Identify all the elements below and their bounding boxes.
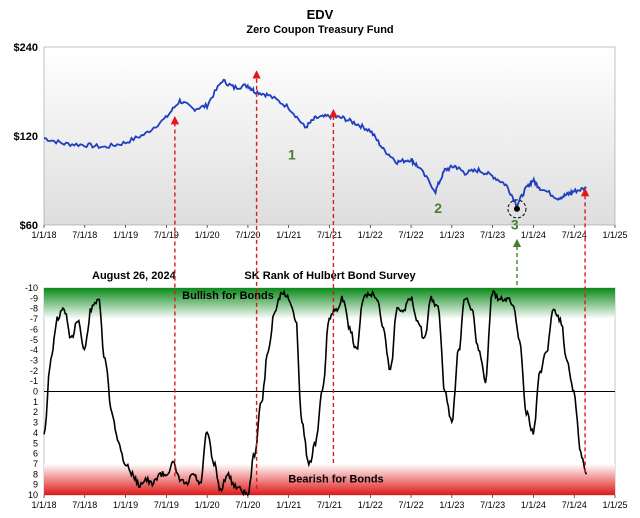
bottom-y-tick-label: -2 [30,366,38,376]
bottom-y-tick-label: -9 [30,293,38,303]
top-plot-area [43,46,616,226]
bottom-y-tick-label: 7 [33,459,38,469]
bottom-y-tick-label: 5 [33,438,38,448]
x-tick-label: 7/1/22 [399,230,424,240]
x-tick-label: 7/1/19 [154,230,179,240]
bullish-zone-label: Bullish for Bonds [182,290,274,302]
x-tick-label: 1/1/24 [521,500,546,510]
bottom-y-tick-label: -6 [30,324,38,334]
x-tick-label: 7/1/23 [480,500,505,510]
x-tick-label: 7/1/22 [399,500,424,510]
x-tick-label: 7/1/19 [154,500,179,510]
x-tick-label: 1/1/20 [195,230,220,240]
bottom-y-tick-label: -3 [30,355,38,365]
highlight-circle [507,199,527,219]
x-tick-label: 1/1/19 [113,230,138,240]
bearish-zone-label: Bearish for Bonds [288,473,383,485]
x-tick-label: 7/1/24 [562,500,587,510]
x-tick-label: 1/1/18 [31,500,56,510]
x-tick-label: 7/1/21 [317,500,342,510]
x-tick-label: 1/1/23 [439,500,464,510]
x-tick-label: 7/1/20 [235,500,260,510]
x-tick-label: 7/1/24 [562,230,587,240]
bottom-y-tick-label: 4 [33,428,38,438]
x-tick-label: 7/1/23 [480,230,505,240]
bullish-zone [44,288,615,320]
x-tick-label: 1/1/22 [358,230,383,240]
x-tick-label: 7/1/21 [317,230,342,240]
x-tick-label: 1/1/21 [276,500,301,510]
bottom-y-tick-label: 8 [33,469,38,479]
rank-series-line [43,289,588,497]
top-chart: EDV Zero Coupon Treasury Fund $240 $120 $6… [14,7,628,240]
top-y-tick-label: $120 [14,131,38,143]
bottom-y-tick-label: -7 [30,314,38,324]
top-y-tick-label: $60 [20,220,38,232]
top-y-tick-label: $240 [14,42,38,54]
bottom-y-tick-label: -10 [25,283,38,293]
annotation-label: 2 [434,200,442,216]
bottom-y-tick-label: -4 [30,345,38,355]
x-tick-label: 1/1/18 [31,230,56,240]
highlight-point [513,205,520,212]
bottom-y-tick-label: 0 [33,387,38,397]
bottom-y-tick-label: -5 [30,335,38,345]
x-tick-label: 1/1/24 [521,230,546,240]
bottom-y-tick-label: 3 [33,418,38,428]
x-tick-label: 1/1/19 [113,500,138,510]
annotation-label: 1 [288,146,296,162]
x-tick-label: 7/1/18 [72,230,97,240]
bottom-y-tick-label: 1 [33,397,38,407]
bottom-chart-title: SK Rank of Hulbert Bond Survey [244,270,416,282]
bearish-zone [44,463,615,495]
top-chart-title: EDV [307,7,334,22]
x-tick-label: 1/1/20 [195,500,220,510]
x-tick-label: 7/1/20 [235,230,260,240]
top-chart-subtitle: Zero Coupon Treasury Fund [246,24,393,36]
x-tick-label: 1/1/25 [602,500,627,510]
x-tick-label: 1/1/23 [439,230,464,240]
bottom-y-tick-label: 9 [33,480,38,490]
bottom-y-tick-label: 6 [33,449,38,459]
bottom-y-tick-label: 2 [33,407,38,417]
x-tick-label: 1/1/25 [602,230,627,240]
bottom-y-tick-label: -1 [30,376,38,386]
x-tick-label: 7/1/18 [72,500,97,510]
annotation-label: 3 [511,216,519,232]
bottom-date-label: August 26, 2024 [92,270,177,282]
bottom-y-tick-label: 10 [28,490,38,500]
x-tick-label: 1/1/21 [276,230,301,240]
bottom-chart: Bullish for Bonds Bearish for Bonds Augu… [25,270,628,510]
bottom-y-tick-label: -8 [30,304,38,314]
x-tick-label: 1/1/22 [358,500,383,510]
price-series-line [43,78,587,210]
